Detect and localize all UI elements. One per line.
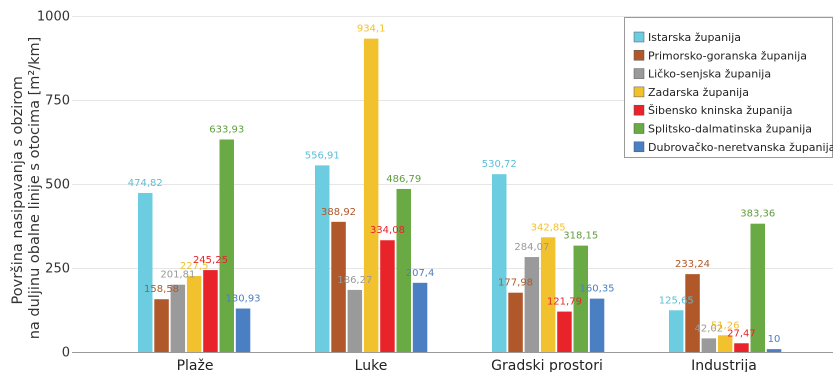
bar bbox=[524, 257, 540, 353]
data-label: 160,35 bbox=[580, 284, 615, 295]
data-label: 388,92 bbox=[321, 207, 356, 218]
data-label: 633,93 bbox=[209, 124, 244, 135]
legend: Istarska županija Primorsko-goranska župa… bbox=[624, 17, 833, 158]
bar bbox=[186, 276, 202, 353]
bar bbox=[347, 289, 363, 353]
y-axis-label-line-2: na duljinu obalne linije s otocima [m²/k… bbox=[27, 37, 43, 340]
bar bbox=[540, 237, 556, 353]
y-tick-label: 750 bbox=[45, 94, 70, 109]
data-label: 10 bbox=[768, 334, 781, 345]
bar bbox=[717, 335, 733, 353]
bars bbox=[138, 38, 782, 353]
bar bbox=[685, 274, 700, 353]
data-label: 486,79 bbox=[386, 174, 421, 185]
legend-label: Dubrovačko-neretvanska županija bbox=[648, 141, 833, 154]
legend-swatch bbox=[633, 50, 645, 61]
bar bbox=[203, 270, 218, 353]
data-label: 125,65 bbox=[659, 295, 694, 306]
data-label: 284,07 bbox=[514, 242, 549, 253]
y-axis-ticks: 0 250 500 750 1000 bbox=[37, 10, 70, 361]
legend-swatch bbox=[633, 141, 645, 153]
bar bbox=[734, 343, 749, 353]
legend-swatch bbox=[633, 104, 645, 116]
legend-label: Primorsko-goranska županija bbox=[648, 49, 807, 62]
bar bbox=[154, 299, 169, 353]
data-label: 121,79 bbox=[547, 297, 582, 308]
bar bbox=[396, 188, 411, 353]
bar bbox=[589, 298, 605, 353]
legend-label: Šibensko kninska županija bbox=[648, 104, 793, 117]
data-label: 934,1 bbox=[357, 24, 386, 35]
bar bbox=[363, 38, 379, 353]
category-label: Luke bbox=[355, 358, 388, 372]
data-label: 334,08 bbox=[370, 225, 405, 236]
legend-label: Splitsko-dalmatinska županija bbox=[648, 123, 812, 136]
bar bbox=[315, 165, 330, 353]
bar bbox=[380, 240, 395, 353]
legend-swatch bbox=[633, 68, 645, 79]
bar bbox=[235, 308, 251, 353]
data-label: 342,85 bbox=[531, 222, 566, 233]
bar bbox=[508, 292, 523, 353]
data-label: 186,27 bbox=[337, 275, 372, 286]
bar bbox=[138, 192, 153, 353]
y-tick-label: 0 bbox=[62, 346, 70, 361]
bar bbox=[492, 174, 507, 353]
category-label: Plaže bbox=[177, 358, 214, 372]
bar bbox=[766, 349, 782, 353]
data-label: 383,36 bbox=[740, 209, 775, 220]
data-label: 207,4 bbox=[406, 268, 435, 279]
bar bbox=[219, 139, 234, 353]
legend-box bbox=[624, 17, 833, 158]
data-label: 556,91 bbox=[305, 150, 340, 161]
category-label: Industrija bbox=[691, 358, 757, 372]
y-axis-label: Površina nasipavanja s obzirom na duljin… bbox=[10, 37, 43, 340]
data-label: 42,02 bbox=[695, 323, 724, 334]
data-label: 245,25 bbox=[193, 255, 228, 266]
bar bbox=[669, 310, 684, 353]
category-labels: Plaže Luke Gradski prostori Industrija bbox=[177, 358, 757, 372]
y-tick-label: 500 bbox=[45, 178, 70, 193]
data-label: 177,98 bbox=[498, 278, 533, 289]
data-label: 474,82 bbox=[128, 178, 163, 189]
y-tick-label: 250 bbox=[45, 262, 70, 277]
data-label: 530,72 bbox=[482, 159, 517, 170]
data-label: 130,93 bbox=[226, 294, 261, 305]
bar bbox=[331, 221, 346, 353]
gridlines bbox=[72, 16, 833, 269]
bar bbox=[557, 311, 572, 353]
category-label: Gradski prostori bbox=[491, 358, 603, 372]
legend-swatch bbox=[633, 86, 645, 98]
data-label: 227,5 bbox=[180, 261, 209, 272]
data-label: 233,24 bbox=[675, 259, 710, 270]
y-axis-label-line-1: Površina nasipavanja s obzirom bbox=[10, 76, 26, 304]
data-label: 318,15 bbox=[563, 231, 598, 242]
legend-label: Zadarska županija bbox=[648, 86, 749, 99]
bar bbox=[750, 223, 765, 353]
data-label: 158,58 bbox=[144, 284, 179, 295]
data-label: 51,26 bbox=[711, 320, 740, 331]
bar bbox=[573, 245, 588, 353]
legend-label: Ličko-senjska županija bbox=[648, 68, 771, 81]
data-label: 201,81 bbox=[160, 270, 195, 281]
bar bbox=[412, 282, 428, 353]
legend-swatch bbox=[633, 123, 645, 134]
bar bbox=[701, 338, 717, 353]
y-tick-label: 1000 bbox=[37, 10, 70, 25]
legend-label: Istarska županija bbox=[648, 31, 741, 44]
legend-swatch bbox=[633, 31, 645, 43]
bar bbox=[170, 284, 186, 353]
data-label: 27,47 bbox=[727, 328, 756, 339]
